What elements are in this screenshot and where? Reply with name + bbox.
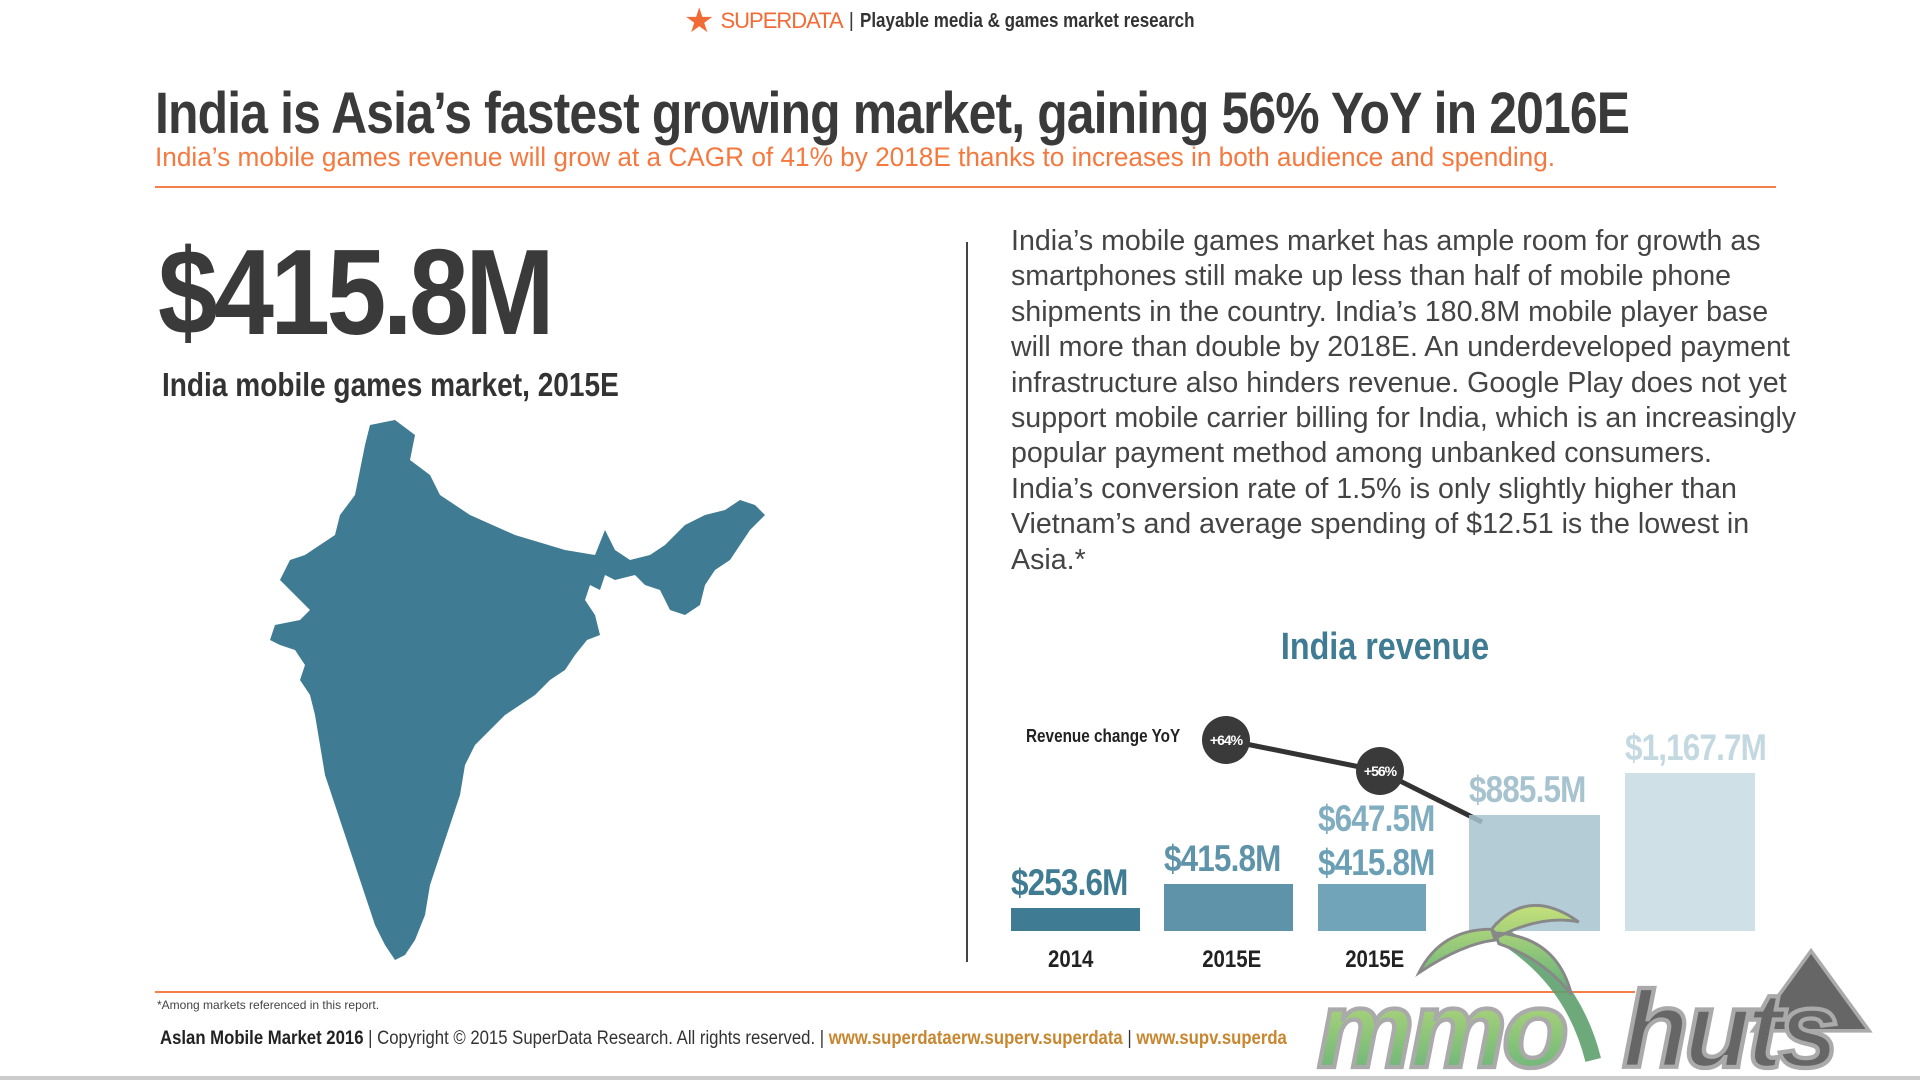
ghost-value-label: $647.5M [1318,798,1435,839]
bar-value-label: $415.8M [1164,838,1281,880]
window-bottom-edge [0,1076,1920,1080]
x-tick-label: 2015E [1345,946,1405,973]
bar-0 [1011,908,1140,931]
bar-2 [1318,884,1426,931]
column-divider [966,242,968,962]
bar-4 [1625,773,1755,931]
header-brand: ★ SUPERDATA | Playable media & games mar… [684,4,1253,38]
tagline: Playable media & games market research [859,9,1195,32]
chart-title: India revenue [1280,626,1490,668]
header-divider [155,186,1776,188]
headline-value: $415.8M [158,224,555,360]
bar-1 [1164,884,1293,931]
star-logo-icon: ★ [684,2,715,40]
brand-name: SUPERDATA [720,8,843,33]
page-title: India is Asia’s fastest growing market, … [155,81,1630,146]
market-description: India’s mobile games market has ample ro… [1011,225,1797,576]
bar-value-label: $415.8M [1318,842,1435,884]
separator: | [848,9,854,32]
footer-link[interactable]: www.supv.superda [1136,1028,1287,1049]
svg-text:huts: huts [1622,969,1835,1080]
x-tick-label: 2014 [1047,946,1093,973]
yoy-label: Revenue change YoY [1026,726,1181,746]
india-map-icon [270,420,765,960]
bar-value-label: $885.5M [1469,768,1586,810]
footer: Aslan Mobile Market 2016 | Copyright © 2… [160,1028,1287,1049]
report-name: Aslan Mobile Market 2016 [160,1028,364,1049]
svg-text:mmo: mmo [1317,969,1566,1080]
x-tick-label: 2015E [1201,946,1261,973]
yoy-point: +56% [1356,747,1404,795]
bar-value-label: $253.6M [1011,862,1128,904]
headline-label: India mobile games market, 2015E [162,366,619,403]
copyright: Copyright © 2015 SuperData Research. All… [377,1028,816,1049]
footer-divider [155,991,1635,993]
page-subtitle: India’s mobile games revenue will grow a… [155,142,1556,172]
footer-link[interactable]: www.superdataerw.superv.superdata [828,1028,1123,1049]
mmohuts-watermark-logo: mmo huts [1315,903,1873,1080]
footnote: *Among markets referenced in this report… [157,998,380,1012]
bar-value-label: $1,167.7M [1625,727,1767,769]
yoy-point: +64% [1202,716,1250,764]
